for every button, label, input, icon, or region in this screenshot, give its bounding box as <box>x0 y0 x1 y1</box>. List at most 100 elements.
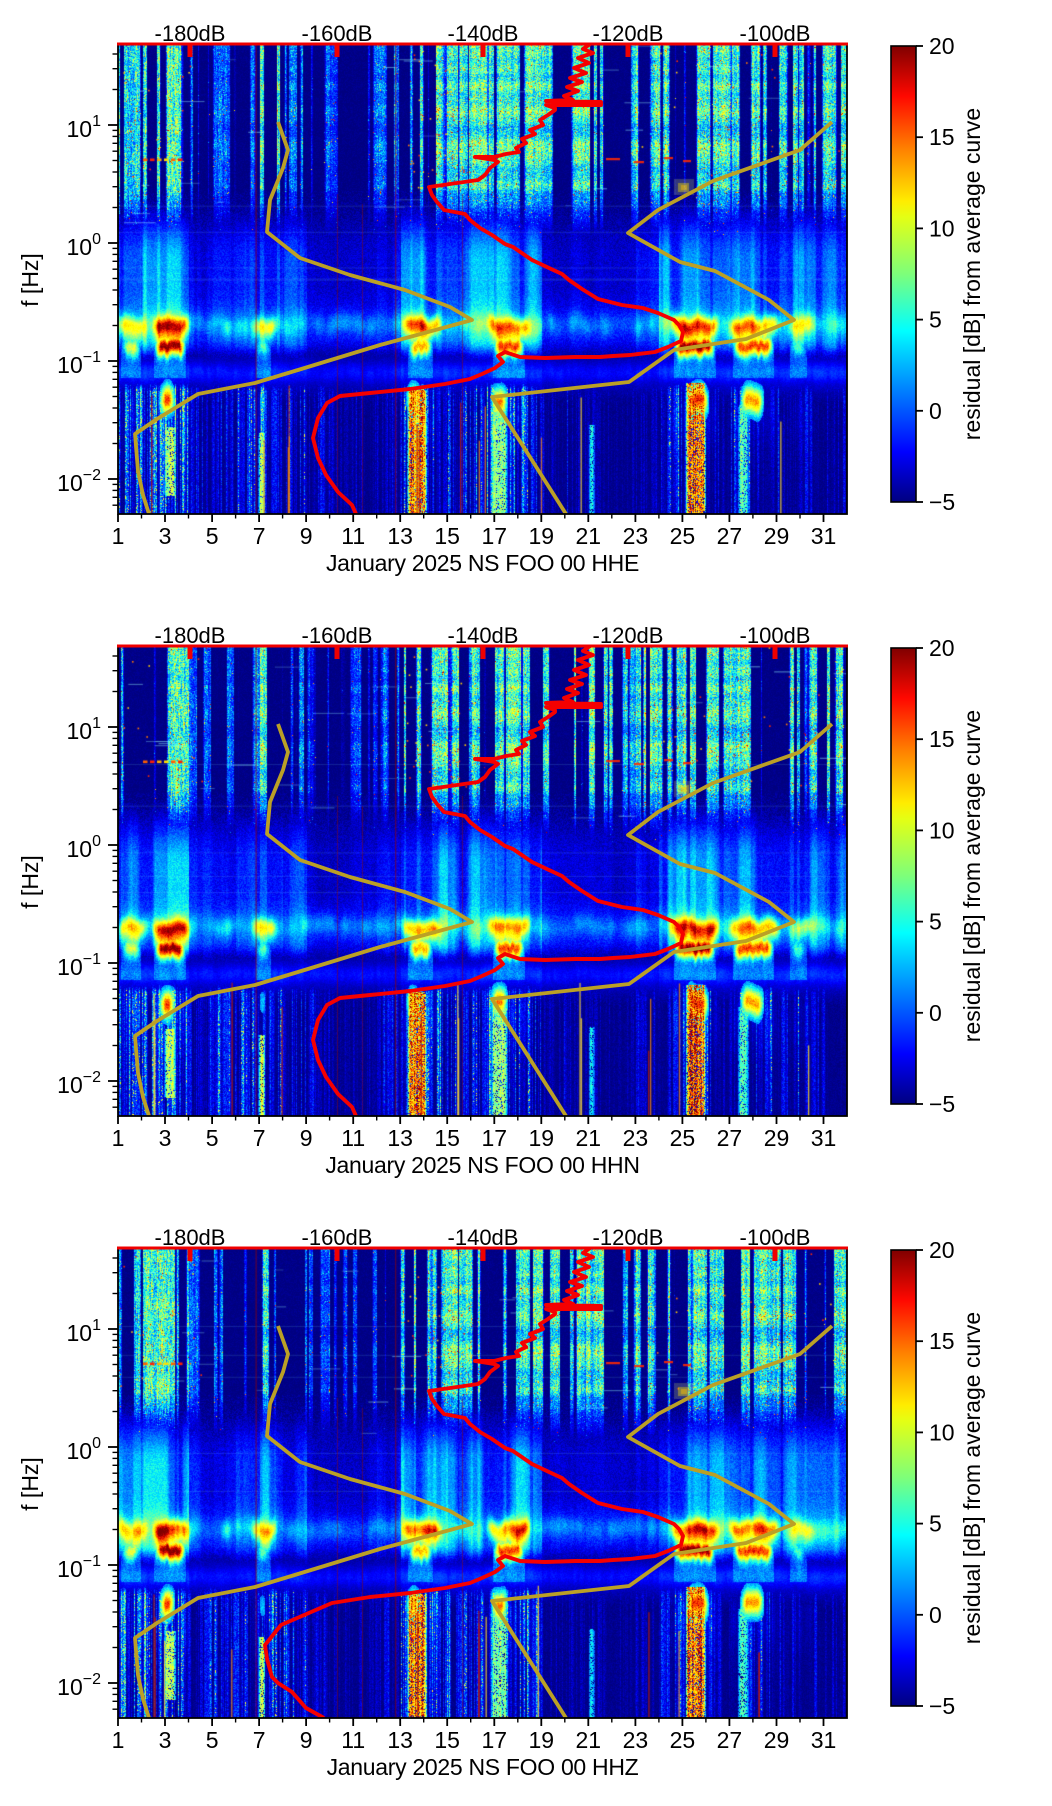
svg-text:5: 5 <box>206 1727 219 1753</box>
svg-text:5: 5 <box>929 307 942 333</box>
svg-text:f [Hz]: f [Hz] <box>17 253 43 307</box>
svg-text:11: 11 <box>341 1727 365 1753</box>
svg-text:5: 5 <box>206 1125 219 1151</box>
svg-text:3: 3 <box>159 523 172 549</box>
svg-text:25: 25 <box>670 1727 696 1753</box>
svg-text:f [Hz]: f [Hz] <box>17 1457 43 1511</box>
svg-text:-140dB: -140dB <box>448 623 519 648</box>
svg-text:-100dB: -100dB <box>740 623 811 648</box>
svg-text:11: 11 <box>341 523 365 549</box>
svg-text:10−1: 10−1 <box>57 951 101 980</box>
svg-text:−5: −5 <box>929 1091 955 1117</box>
svg-text:20: 20 <box>929 635 955 661</box>
svg-text:residual [dB] from average cur: residual [dB] from average curve <box>959 1312 985 1644</box>
svg-text:7: 7 <box>253 1727 266 1753</box>
svg-text:-120dB: -120dB <box>593 623 664 648</box>
svg-text:5: 5 <box>929 1511 942 1537</box>
svg-text:-120dB: -120dB <box>593 1225 664 1250</box>
svg-text:29: 29 <box>764 1125 790 1151</box>
svg-text:19: 19 <box>529 1125 555 1151</box>
svg-text:-180dB: -180dB <box>155 1225 226 1250</box>
svg-text:January 2025 NS FOO 00 HHE: January 2025 NS FOO 00 HHE <box>326 550 639 576</box>
svg-text:27: 27 <box>717 1727 743 1753</box>
svg-text:100: 100 <box>67 231 102 260</box>
svg-text:31: 31 <box>811 1125 837 1151</box>
svg-text:-160dB: -160dB <box>302 623 373 648</box>
svg-text:January 2025 NS FOO 00 HHN: January 2025 NS FOO 00 HHN <box>325 1152 639 1178</box>
svg-text:-140dB: -140dB <box>448 1225 519 1250</box>
svg-text:21: 21 <box>576 523 602 549</box>
svg-text:-100dB: -100dB <box>740 21 811 46</box>
svg-text:10: 10 <box>929 215 955 241</box>
svg-text:31: 31 <box>811 1727 837 1753</box>
svg-text:13: 13 <box>387 1125 413 1151</box>
svg-text:23: 23 <box>623 523 649 549</box>
svg-text:21: 21 <box>576 1727 602 1753</box>
svg-text:10−1: 10−1 <box>57 1553 101 1582</box>
svg-text:1: 1 <box>112 1125 125 1151</box>
svg-text:-180dB: -180dB <box>155 21 226 46</box>
svg-text:20: 20 <box>929 1237 955 1263</box>
svg-text:29: 29 <box>764 1727 790 1753</box>
svg-text:10−2: 10−2 <box>57 1069 101 1098</box>
svg-text:13: 13 <box>387 523 413 549</box>
svg-text:100: 100 <box>67 1435 102 1464</box>
svg-text:−5: −5 <box>929 489 955 515</box>
svg-text:-100dB: -100dB <box>740 1225 811 1250</box>
svg-text:101: 101 <box>67 1317 102 1346</box>
svg-text:residual [dB] from average cur: residual [dB] from average curve <box>959 108 985 440</box>
svg-text:27: 27 <box>717 523 743 549</box>
svg-text:5: 5 <box>929 909 942 935</box>
svg-text:11: 11 <box>341 1125 365 1151</box>
svg-text:0: 0 <box>929 398 942 424</box>
svg-text:100: 100 <box>67 833 102 862</box>
svg-text:10−2: 10−2 <box>57 1671 101 1700</box>
svg-text:7: 7 <box>253 523 266 549</box>
svg-text:9: 9 <box>300 1727 313 1753</box>
svg-text:15: 15 <box>434 523 460 549</box>
svg-text:9: 9 <box>300 523 313 549</box>
svg-text:1: 1 <box>112 523 125 549</box>
svg-text:-160dB: -160dB <box>302 21 373 46</box>
svg-text:15: 15 <box>929 1328 955 1354</box>
svg-text:101: 101 <box>67 715 102 744</box>
svg-text:residual [dB] from average cur: residual [dB] from average curve <box>959 710 985 1042</box>
svg-text:10−2: 10−2 <box>57 467 101 496</box>
svg-text:20: 20 <box>929 33 955 59</box>
svg-text:23: 23 <box>623 1727 649 1753</box>
svg-text:10: 10 <box>929 817 955 843</box>
svg-text:3: 3 <box>159 1727 172 1753</box>
svg-text:21: 21 <box>576 1125 602 1151</box>
svg-text:15: 15 <box>434 1125 460 1151</box>
svg-text:15: 15 <box>434 1727 460 1753</box>
svg-text:19: 19 <box>529 1727 555 1753</box>
svg-text:0: 0 <box>929 1000 942 1026</box>
svg-text:−5: −5 <box>929 1693 955 1719</box>
svg-text:-160dB: -160dB <box>302 1225 373 1250</box>
svg-text:-180dB: -180dB <box>155 623 226 648</box>
svg-text:31: 31 <box>811 523 837 549</box>
svg-text:15: 15 <box>929 124 955 150</box>
svg-text:15: 15 <box>929 726 955 752</box>
svg-text:0: 0 <box>929 1602 942 1628</box>
svg-text:1: 1 <box>112 1727 125 1753</box>
svg-text:-120dB: -120dB <box>593 21 664 46</box>
svg-text:13: 13 <box>387 1727 413 1753</box>
svg-text:7: 7 <box>253 1125 266 1151</box>
svg-text:-140dB: -140dB <box>448 21 519 46</box>
svg-text:19: 19 <box>529 523 555 549</box>
svg-text:25: 25 <box>670 1125 696 1151</box>
svg-text:29: 29 <box>764 523 790 549</box>
svg-text:3: 3 <box>159 1125 172 1151</box>
svg-text:f [Hz]: f [Hz] <box>17 855 43 909</box>
svg-text:27: 27 <box>717 1125 743 1151</box>
svg-text:10−1: 10−1 <box>57 349 101 378</box>
svg-text:23: 23 <box>623 1125 649 1151</box>
svg-text:17: 17 <box>482 1125 508 1151</box>
svg-text:January 2025 NS FOO 00 HHZ: January 2025 NS FOO 00 HHZ <box>327 1754 639 1780</box>
svg-text:101: 101 <box>67 113 102 142</box>
svg-text:17: 17 <box>482 1727 508 1753</box>
svg-text:17: 17 <box>482 523 508 549</box>
svg-text:9: 9 <box>300 1125 313 1151</box>
svg-text:10: 10 <box>929 1419 955 1445</box>
